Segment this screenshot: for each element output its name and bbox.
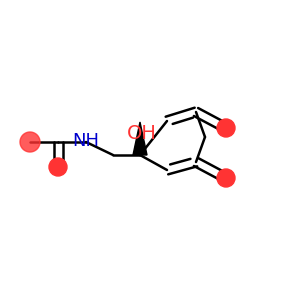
Circle shape: [217, 119, 235, 137]
Text: OH: OH: [127, 124, 157, 143]
Circle shape: [217, 169, 235, 187]
Text: NH: NH: [73, 132, 100, 150]
Polygon shape: [133, 122, 147, 155]
Circle shape: [20, 132, 40, 152]
Circle shape: [49, 158, 67, 176]
